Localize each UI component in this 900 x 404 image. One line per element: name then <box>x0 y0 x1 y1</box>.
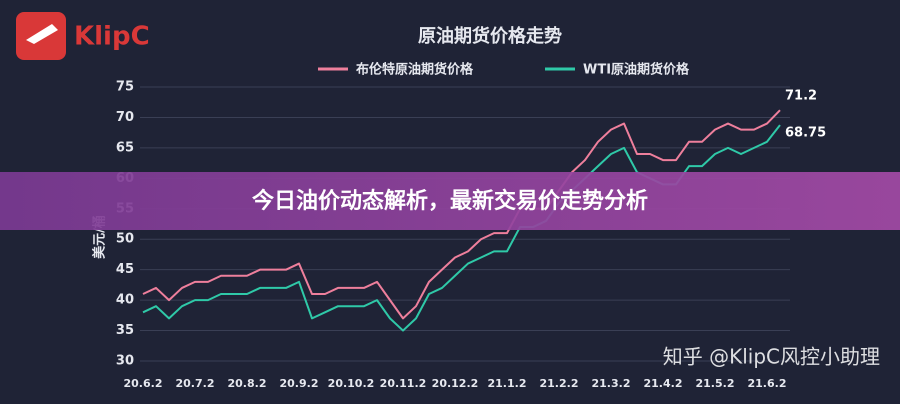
x-tick-label: 21.4.2 <box>644 377 683 390</box>
logo-text: KlipC <box>74 22 150 52</box>
legend-label: 布伦特原油期货价格 <box>356 62 474 78</box>
y-tick-label: 75 <box>116 80 134 95</box>
series-line <box>142 109 781 320</box>
end-label: 71.2 <box>785 89 817 104</box>
chart-title: 原油期货价格走势 <box>418 25 562 47</box>
x-tick-label: 21.3.2 <box>592 377 631 390</box>
legend-label: WTI原油期货价格 <box>583 62 690 78</box>
watermark: 知乎 @KlipC风控小助理 <box>663 345 880 369</box>
x-tick-label: 21.2.2 <box>540 377 579 390</box>
y-tick-label: 50 <box>116 232 134 247</box>
x-tick-label: 20.9.2 <box>280 377 319 390</box>
end-label: 68.75 <box>785 126 826 141</box>
x-tick-label: 20.10.2 <box>328 377 375 390</box>
y-tick-label: 35 <box>116 323 134 338</box>
x-tick-label: 20.6.2 <box>124 377 163 390</box>
x-tick-label: 21.6.2 <box>748 377 787 390</box>
banner-band <box>0 172 900 230</box>
x-tick-label: 20.8.2 <box>228 377 267 390</box>
y-tick-label: 30 <box>116 354 134 369</box>
x-tick-label: 20.7.2 <box>176 377 215 390</box>
y-tick-label: 70 <box>116 110 134 125</box>
y-tick-label: 45 <box>116 262 134 277</box>
x-tick-label: 21.5.2 <box>696 377 735 390</box>
y-tick-label: 65 <box>116 140 134 155</box>
y-tick-label: 40 <box>116 293 134 308</box>
x-tick-label: 20.11.2 <box>380 377 427 390</box>
x-tick-label: 20.12.2 <box>432 377 479 390</box>
logo-mark <box>26 24 58 44</box>
banner-text: 今日油价动态解析，最新交易价走势分析 <box>252 188 648 214</box>
x-tick-label: 21.1.2 <box>488 377 527 390</box>
